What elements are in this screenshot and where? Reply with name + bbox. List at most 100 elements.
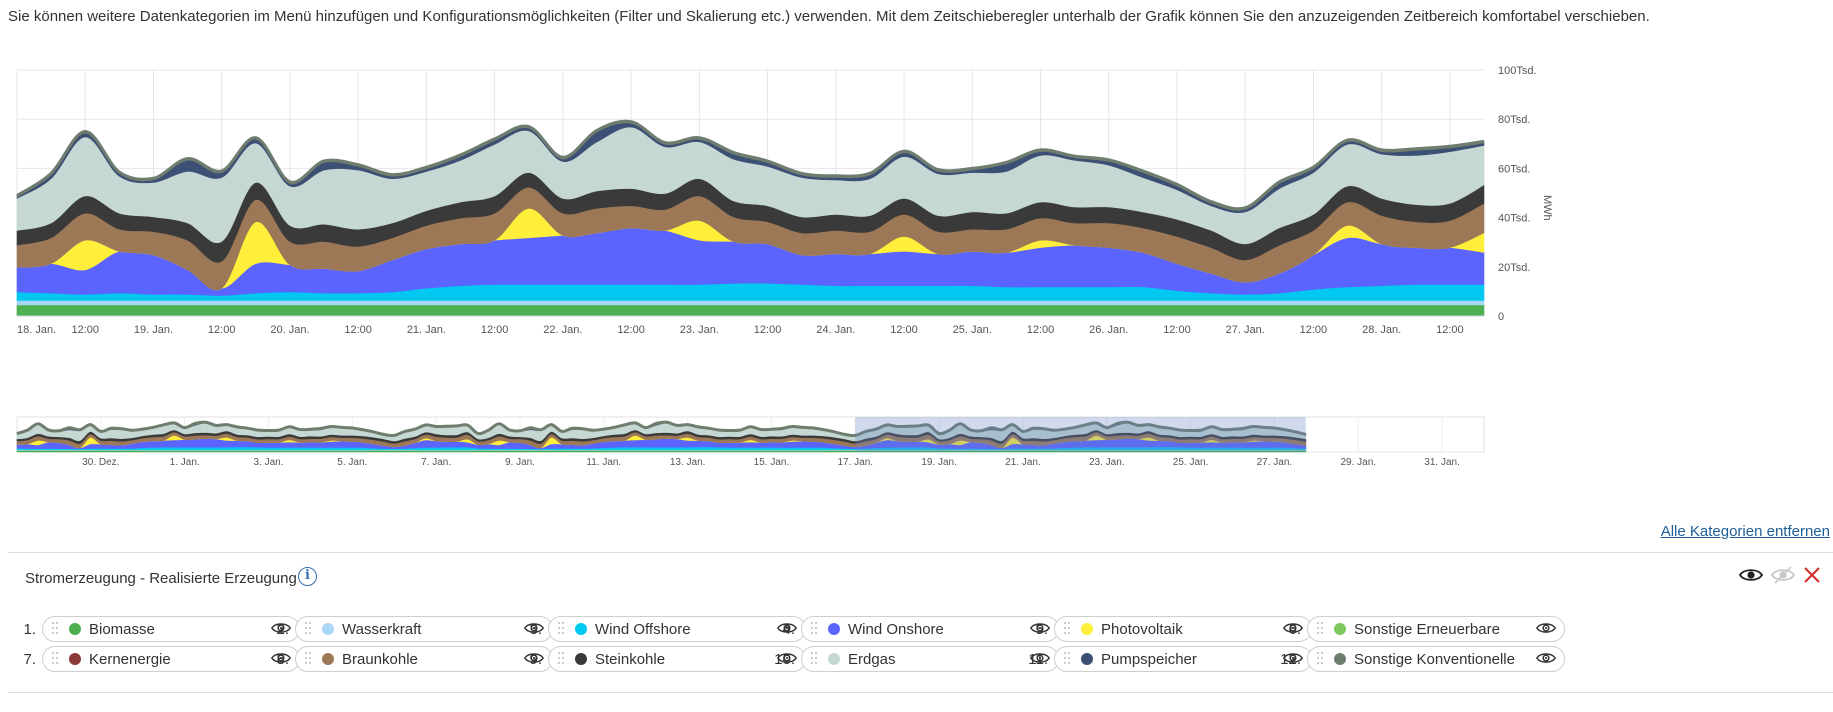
category-pill[interactable]: Photovoltaik bbox=[1054, 616, 1312, 642]
drag-handle-icon[interactable] bbox=[305, 652, 311, 666]
category-pill[interactable]: Kernenergie bbox=[42, 646, 300, 672]
category-pill[interactable]: Biomasse bbox=[42, 616, 300, 642]
visibility-eye-icon[interactable] bbox=[1282, 650, 1304, 671]
category-label: Kernenergie bbox=[89, 651, 171, 668]
x-tick-label: 25. Jan. bbox=[953, 324, 992, 336]
category-pill[interactable]: Braunkohle bbox=[295, 646, 553, 672]
visibility-eye-icon[interactable] bbox=[1535, 650, 1557, 671]
x-tick-label: 23. Jan. bbox=[680, 324, 719, 336]
x-tick-label: 12:00 bbox=[890, 324, 918, 336]
area-biomasse bbox=[16, 304, 1485, 317]
visibility-eye-icon[interactable] bbox=[1029, 650, 1051, 671]
visibility-eye-icon[interactable] bbox=[776, 650, 798, 671]
category-pill[interactable]: Steinkohle bbox=[548, 646, 806, 672]
divider bbox=[8, 692, 1833, 693]
x-tick-label: 12:00 bbox=[208, 324, 236, 336]
y-tick-label: 0 bbox=[1498, 311, 1504, 323]
navigator-selection[interactable] bbox=[855, 417, 1306, 452]
navigator-tick-label: 30. Dez. bbox=[82, 457, 119, 468]
category-label: Wind Onshore bbox=[848, 621, 944, 638]
x-tick-label: 21. Jan. bbox=[407, 324, 446, 336]
category-label: Pumpspeicher bbox=[1101, 651, 1197, 668]
category-label: Photovoltaik bbox=[1101, 621, 1183, 638]
info-icon[interactable]: i bbox=[298, 567, 317, 586]
x-tick-label: 12:00 bbox=[1027, 324, 1055, 336]
navigator-tick-label: 3. Jan. bbox=[253, 457, 283, 468]
drag-handle-icon[interactable] bbox=[52, 652, 58, 666]
visibility-eye-icon[interactable] bbox=[1282, 620, 1304, 641]
category-label: Erdgas bbox=[848, 651, 896, 668]
x-tick-label: 12:00 bbox=[617, 324, 645, 336]
show-all-eye-icon[interactable] bbox=[1738, 567, 1764, 588]
drag-handle-icon[interactable] bbox=[52, 622, 58, 636]
navigator-tick-label: 11. Jan. bbox=[586, 457, 621, 468]
drag-handle-icon[interactable] bbox=[558, 622, 564, 636]
time-navigator[interactable]: 30. Dez. 1. Jan. 3. Jan. 5. Jan. 7. Jan. 9. J… bbox=[0, 410, 1833, 475]
visibility-eye-icon[interactable] bbox=[1029, 620, 1051, 641]
category-number: 8. bbox=[276, 651, 289, 668]
category-color-dot bbox=[1334, 653, 1346, 665]
visibility-eye-icon[interactable] bbox=[523, 620, 545, 641]
category-pill[interactable]: Erdgas bbox=[801, 646, 1059, 672]
visibility-eye-icon[interactable] bbox=[270, 650, 292, 671]
remove-all-categories-link[interactable]: Alle Kategorien entfernen bbox=[1660, 523, 1830, 540]
drag-handle-icon[interactable] bbox=[1064, 652, 1070, 666]
drag-handle-icon[interactable] bbox=[1317, 652, 1323, 666]
x-tick-label: 28. Jan. bbox=[1362, 324, 1401, 336]
category-color-dot bbox=[1081, 623, 1093, 635]
hide-all-eye-slash-icon[interactable] bbox=[1770, 566, 1796, 589]
category-number: 11. bbox=[1028, 651, 1048, 668]
category-color-dot bbox=[322, 653, 334, 665]
navigator-tick-label: 31. Jan. bbox=[1424, 457, 1460, 468]
drag-handle-icon[interactable] bbox=[1064, 622, 1070, 636]
x-tick-label: 27. Jan. bbox=[1226, 324, 1265, 336]
y-tick-label: 40Tsd. bbox=[1498, 213, 1530, 225]
x-tick-label: 24. Jan. bbox=[816, 324, 855, 336]
navigator-tick-label: 1. Jan. bbox=[170, 457, 200, 468]
category-number: 3. bbox=[529, 621, 542, 638]
category-pill[interactable]: Wind Offshore bbox=[548, 616, 806, 642]
generation-chart[interactable]: 0 20Tsd. 40Tsd. 60Tsd. 80Tsd. 100Tsd. 18. Jan.… bbox=[0, 60, 1833, 350]
x-tick-label: 22. Jan. bbox=[543, 324, 582, 336]
category-number: 1. bbox=[23, 621, 36, 638]
navigator-tick-label: 9. Jan. bbox=[505, 457, 535, 468]
navigator-tick-label: 29. Jan. bbox=[1340, 457, 1376, 468]
navigator-tick-label: 23. Jan. bbox=[1089, 457, 1125, 468]
x-tick-label: 18. Jan. bbox=[17, 324, 56, 336]
x-tick-label: 12:00 bbox=[754, 324, 782, 336]
navigator-tick-label: 13. Jan. bbox=[670, 457, 706, 468]
category-number: 9. bbox=[529, 651, 542, 668]
category-pill[interactable]: Sonstige Erneuerbare bbox=[1307, 616, 1565, 642]
visibility-eye-icon[interactable] bbox=[1535, 620, 1557, 641]
navigator-tick-label: 21. Jan. bbox=[1005, 457, 1041, 468]
category-label: Biomasse bbox=[89, 621, 155, 638]
category-color-dot bbox=[69, 623, 81, 635]
drag-handle-icon[interactable] bbox=[558, 652, 564, 666]
category-pill[interactable]: Sonstige Konventionelle bbox=[1307, 646, 1565, 672]
visibility-eye-icon[interactable] bbox=[523, 650, 545, 671]
drag-handle-icon[interactable] bbox=[1317, 622, 1323, 636]
drag-handle-icon[interactable] bbox=[811, 622, 817, 636]
navigator-tick-label: 25. Jan. bbox=[1173, 457, 1209, 468]
category-pill[interactable]: Wasserkraft bbox=[295, 616, 553, 642]
category-color-dot bbox=[575, 653, 587, 665]
divider bbox=[8, 552, 1833, 553]
category-label: Sonstige Erneuerbare bbox=[1354, 621, 1500, 638]
category-pill[interactable]: Pumpspeicher bbox=[1054, 646, 1312, 672]
area-total-outline bbox=[16, 119, 1485, 211]
category-label: Wind Offshore bbox=[595, 621, 691, 638]
visibility-eye-icon[interactable] bbox=[270, 620, 292, 641]
category-color-dot bbox=[575, 623, 587, 635]
section-actions bbox=[1738, 566, 1821, 589]
visibility-eye-icon[interactable] bbox=[776, 620, 798, 641]
drag-handle-icon[interactable] bbox=[811, 652, 817, 666]
y-tick-label: 60Tsd. bbox=[1498, 163, 1530, 175]
remove-section-close-icon[interactable] bbox=[1803, 566, 1821, 589]
x-tick-label: 12:00 bbox=[1436, 324, 1464, 336]
category-label: Steinkohle bbox=[595, 651, 666, 668]
category-number: 7. bbox=[23, 651, 36, 668]
intro-text: Sie können weitere Datenkategorien im Me… bbox=[8, 8, 1650, 25]
x-tick-label: 12:00 bbox=[344, 324, 372, 336]
drag-handle-icon[interactable] bbox=[305, 622, 311, 636]
category-number: 5. bbox=[1035, 621, 1048, 638]
